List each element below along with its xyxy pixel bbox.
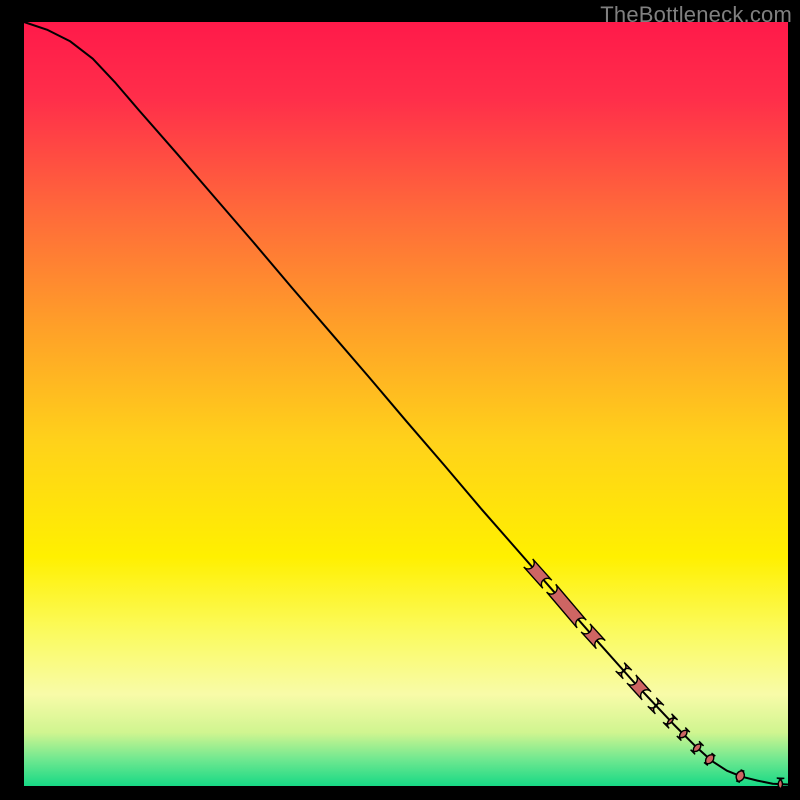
plot-background xyxy=(24,22,788,786)
watermark-text: TheBottleneck.com xyxy=(600,2,792,28)
